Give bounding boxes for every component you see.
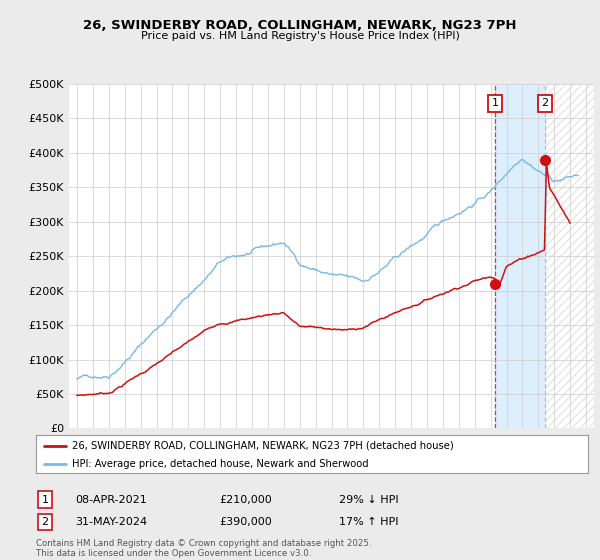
Text: Price paid vs. HM Land Registry's House Price Index (HPI): Price paid vs. HM Land Registry's House … [140, 31, 460, 41]
Text: HPI: Average price, detached house, Newark and Sherwood: HPI: Average price, detached house, Newa… [72, 459, 368, 469]
Text: £390,000: £390,000 [219, 517, 272, 527]
Text: 29% ↓ HPI: 29% ↓ HPI [339, 494, 398, 505]
Text: 26, SWINDERBY ROAD, COLLINGHAM, NEWARK, NG23 7PH (detached house): 26, SWINDERBY ROAD, COLLINGHAM, NEWARK, … [72, 441, 454, 451]
Text: £210,000: £210,000 [219, 494, 272, 505]
Bar [545, 84, 594, 428]
Text: 2: 2 [541, 99, 548, 108]
Text: 08-APR-2021: 08-APR-2021 [75, 494, 147, 505]
Text: 2: 2 [41, 517, 49, 527]
Text: 1: 1 [41, 494, 49, 505]
Bar [545, 84, 594, 428]
Text: 31-MAY-2024: 31-MAY-2024 [75, 517, 147, 527]
Text: 26, SWINDERBY ROAD, COLLINGHAM, NEWARK, NG23 7PH: 26, SWINDERBY ROAD, COLLINGHAM, NEWARK, … [83, 19, 517, 32]
Bar [495, 84, 545, 428]
Text: 17% ↑ HPI: 17% ↑ HPI [339, 517, 398, 527]
Text: 1: 1 [491, 99, 499, 108]
Text: Contains HM Land Registry data © Crown copyright and database right 2025.
This d: Contains HM Land Registry data © Crown c… [36, 539, 371, 558]
